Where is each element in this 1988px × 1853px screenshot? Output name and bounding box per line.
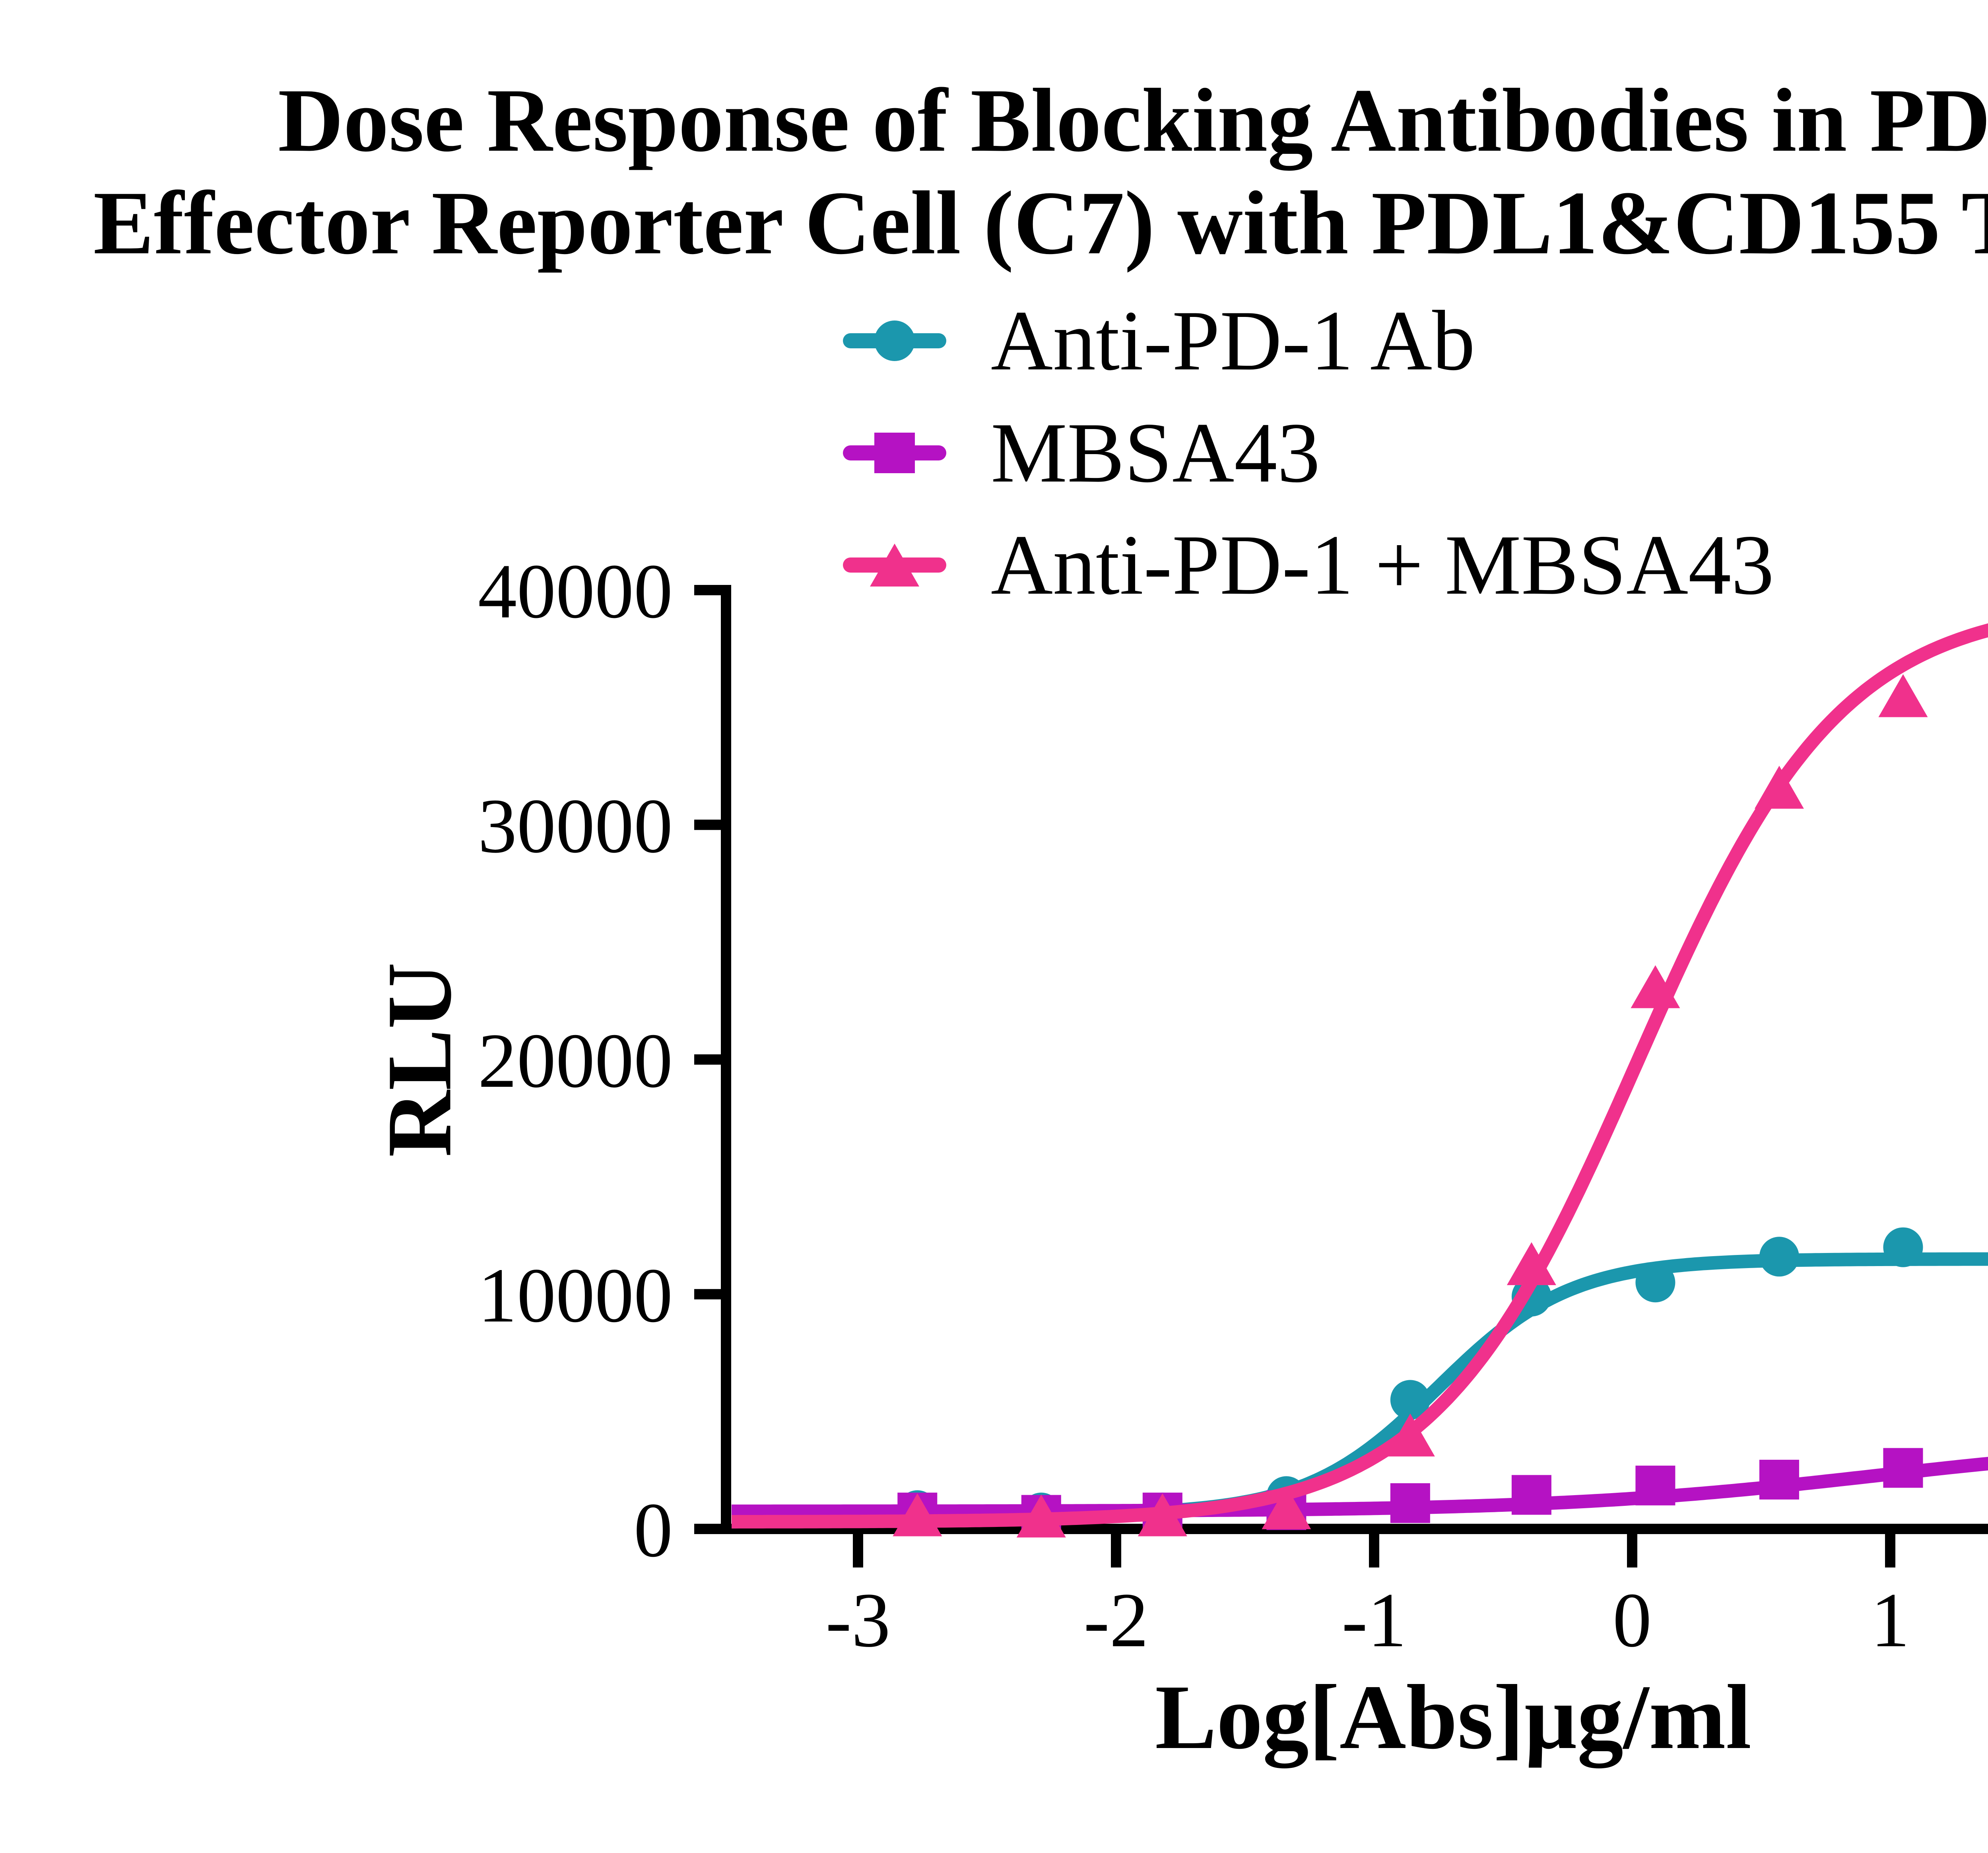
chart-title: Dose Response of Blocking Antibodies in … [0,70,1988,274]
fit-curve-circle [728,1252,1988,1522]
y-tick-label: 40000 [478,548,673,635]
chart-title-line2: Effector Reporter Cell (C7) with PDL1&CD… [93,173,1988,273]
legend-item-label: Anti-PD-1 + MBSA43 [991,517,1774,612]
data-point-triangle [1016,1494,1066,1538]
data-point-square [1635,1465,1675,1505]
legend-item-label: MBSA43 [991,405,1320,500]
data-point-triangle [1138,1493,1187,1536]
x-tick-label: 0 [1613,1577,1652,1663]
data-point-triangle [893,1493,942,1536]
x-tick-label: -1 [1342,1577,1406,1663]
legend-item-anti-pd1: Anti-PD-1 Ab [843,285,1774,397]
legend-marker-square-icon [843,397,946,509]
data-point-circle [1759,1237,1799,1277]
data-point-square [1390,1483,1430,1523]
data-point-circle [1883,1227,1923,1267]
legend-item-mbsa43: MBSA43 [843,397,1774,509]
data-point-triangle [1385,1413,1435,1457]
x-axis-title: Log[Abs]µg/ml [1155,1666,1751,1768]
data-point-triangle [1507,1242,1556,1285]
x-tick-label: -3 [825,1577,890,1663]
y-tick-label: 0 [634,1487,673,1573]
legend-marker-triangle-icon [843,509,946,621]
data-point-circle [1390,1380,1430,1420]
y-tick-label: 30000 [478,783,673,869]
data-point-square [1511,1475,1551,1515]
data-point-square [1883,1448,1923,1488]
y-tick-label: 20000 [478,1018,673,1104]
circle-marker-icon [874,320,915,361]
data-point-circle [1635,1263,1675,1303]
legend: Anti-PD-1 Ab MBSA43 Anti-PD-1 + MBSA43 [843,285,1774,621]
data-point-square [1759,1460,1799,1500]
chart-title-line1: Dose Response of Blocking Antibodies in … [278,70,1988,171]
square-marker-icon [874,433,915,473]
x-tick-label: -2 [1083,1577,1148,1663]
data-point-triangle [1878,674,1928,717]
data-point-triangle [1754,765,1804,809]
data-point-triangle [1631,965,1680,1008]
x-tick-label: 1 [1871,1577,1910,1663]
y-tick-label: 10000 [478,1252,673,1338]
legend-item-combo: Anti-PD-1 + MBSA43 [843,509,1774,621]
legend-item-label: Anti-PD-1 Ab [991,293,1475,388]
fit-curve-triangle [728,623,1988,1529]
legend-marker-circle-icon [843,285,946,397]
triangle-marker-icon [870,544,919,587]
fit-curve-square [728,1457,1988,1518]
data-point-triangle [1262,1486,1311,1529]
